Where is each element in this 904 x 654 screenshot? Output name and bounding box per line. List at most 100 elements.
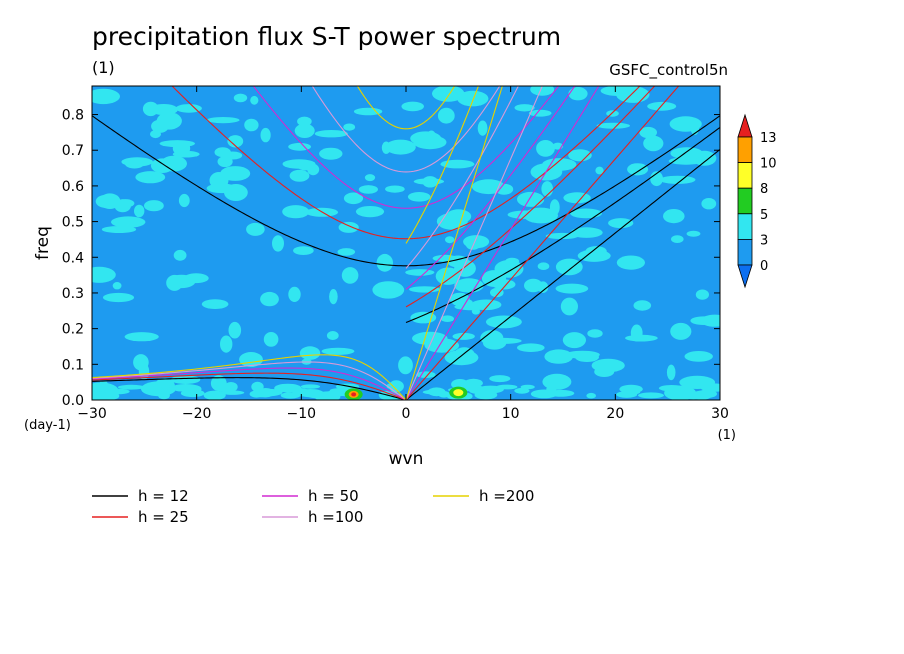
rossby-wave-curve <box>92 367 407 400</box>
spectrum-speckle <box>170 375 201 385</box>
y-tick-label: 0.5 <box>62 215 84 231</box>
spectrum-speckle <box>477 120 488 136</box>
spectrum-speckle <box>457 90 489 107</box>
hot-spot <box>449 386 468 399</box>
spectrum-speckle <box>407 192 431 202</box>
colorbar-label: 13 <box>760 131 777 146</box>
spectrum-speckle <box>133 354 149 371</box>
rossby-wave-curve <box>92 372 407 400</box>
spectrum-speckle <box>638 392 664 399</box>
spectrum-speckle <box>289 169 310 182</box>
spectrum-speckle <box>545 232 579 240</box>
spectrum-speckle <box>364 174 376 182</box>
spectrum-speckle <box>260 291 279 307</box>
spectrum-speckle <box>413 178 445 185</box>
spectrum-speckle <box>471 179 506 195</box>
dispersion-curves <box>92 86 720 400</box>
spectrum-speckle <box>606 110 619 117</box>
colorbar-bottom-arrow <box>737 264 753 289</box>
y-tick-label: 0.2 <box>62 322 84 338</box>
spectrum-speckle <box>496 384 518 390</box>
spectrum-speckle <box>203 390 226 400</box>
spectrum-speckle <box>220 335 233 353</box>
spectrum-speckle <box>547 389 575 397</box>
spectrum-speckle <box>314 130 348 138</box>
spectrum-speckle <box>426 336 449 347</box>
spectrum-speckle <box>555 283 589 294</box>
spectrum-speckle <box>701 198 717 210</box>
y-tick-label: 0.6 <box>62 179 84 195</box>
spectrum-speckle <box>111 216 146 228</box>
spectrum-speckle <box>297 116 312 127</box>
spectrum-speckle <box>528 109 552 117</box>
spectrum-speckle <box>293 246 314 256</box>
x-axis-label: wvn <box>389 449 424 469</box>
colorbar-segment <box>737 162 753 189</box>
spectrum-speckle <box>575 352 599 362</box>
spectrum-speckle <box>102 292 135 303</box>
kelvin-wave-curve <box>405 86 680 400</box>
spectrum-speckle <box>385 139 416 155</box>
spectrum-speckle <box>300 384 320 389</box>
spectrum-speckle <box>671 235 684 244</box>
x-tick-label: 10 <box>502 406 520 422</box>
curve-h200 <box>92 86 503 400</box>
spectrum-speckle <box>224 184 248 201</box>
spectrum-speckle <box>321 347 355 355</box>
spectrum-speckle <box>437 107 455 124</box>
spectrum-speckle <box>353 107 383 116</box>
spectrum-speckle <box>172 384 199 391</box>
spectrum-speckle <box>288 142 311 151</box>
spectrum-speckle <box>299 346 321 360</box>
hot-spot <box>344 388 363 400</box>
spectrum-speckle <box>464 378 483 388</box>
spectrum-speckle <box>175 104 202 113</box>
mrg-wave-curve <box>405 126 720 324</box>
spectrum-speckle <box>453 347 476 364</box>
spectrum-speckle <box>471 299 502 311</box>
spectrum-speckle <box>92 382 111 392</box>
spectrum-speckle <box>627 163 649 176</box>
spectrum-speckle <box>544 349 573 364</box>
x-tick-label: 0 <box>402 406 411 422</box>
spectrum-speckle <box>454 259 476 277</box>
kelvin-wave-curve <box>405 149 720 400</box>
spectrum-speckle <box>432 86 465 102</box>
spectrum-speckle <box>158 391 170 400</box>
spectrum-speckle <box>700 383 720 392</box>
spectrum-speckle <box>555 258 583 276</box>
spectrum-speckle <box>514 104 535 112</box>
spectrum-speckle <box>517 343 545 353</box>
spectrum-speckle <box>160 155 187 172</box>
colorbar-label: 3 <box>760 233 768 248</box>
y-unit-label: (day-1) <box>24 418 71 433</box>
colorbar-segment <box>737 238 753 266</box>
spectrum-speckle <box>223 151 243 160</box>
spectrum-speckle <box>104 388 130 395</box>
y-tick-label: 0.8 <box>62 108 84 124</box>
legend-item: h =100 <box>262 508 363 526</box>
spectrum-speckle <box>156 112 182 130</box>
spectrum-speckle <box>92 88 120 105</box>
legend-item: h = 12 <box>92 487 189 505</box>
spectrum-speckle <box>608 218 634 229</box>
spectrum-speckle <box>452 332 475 340</box>
spectrum-speckle <box>341 267 359 284</box>
inertia-gravity-curve <box>252 86 560 209</box>
legend-item: h = 50 <box>262 487 359 505</box>
spectrum-speckle <box>483 390 496 398</box>
y-tick-label: 0.1 <box>62 357 84 373</box>
x-tick-label: 30 <box>711 406 729 422</box>
colorbar-label: 10 <box>760 157 777 172</box>
spectrum-speckle <box>563 192 591 204</box>
spectrum-speckle <box>686 230 701 237</box>
axes: −30 −20 −10 0 10 20 30 0.0 0.1 0.2 0.3 0.4 0.5 0.6 0.7… <box>24 86 736 469</box>
spectrum-speckle <box>568 149 592 162</box>
spectrum-speckle <box>663 209 685 224</box>
spectrum-speckle <box>220 390 245 395</box>
colorbar-segment <box>737 136 753 164</box>
spectrum-speckle <box>658 385 685 392</box>
spectrum-speckle <box>338 221 359 233</box>
legend-item: h =200 <box>433 487 534 505</box>
legend-item: h = 25 <box>92 508 189 526</box>
